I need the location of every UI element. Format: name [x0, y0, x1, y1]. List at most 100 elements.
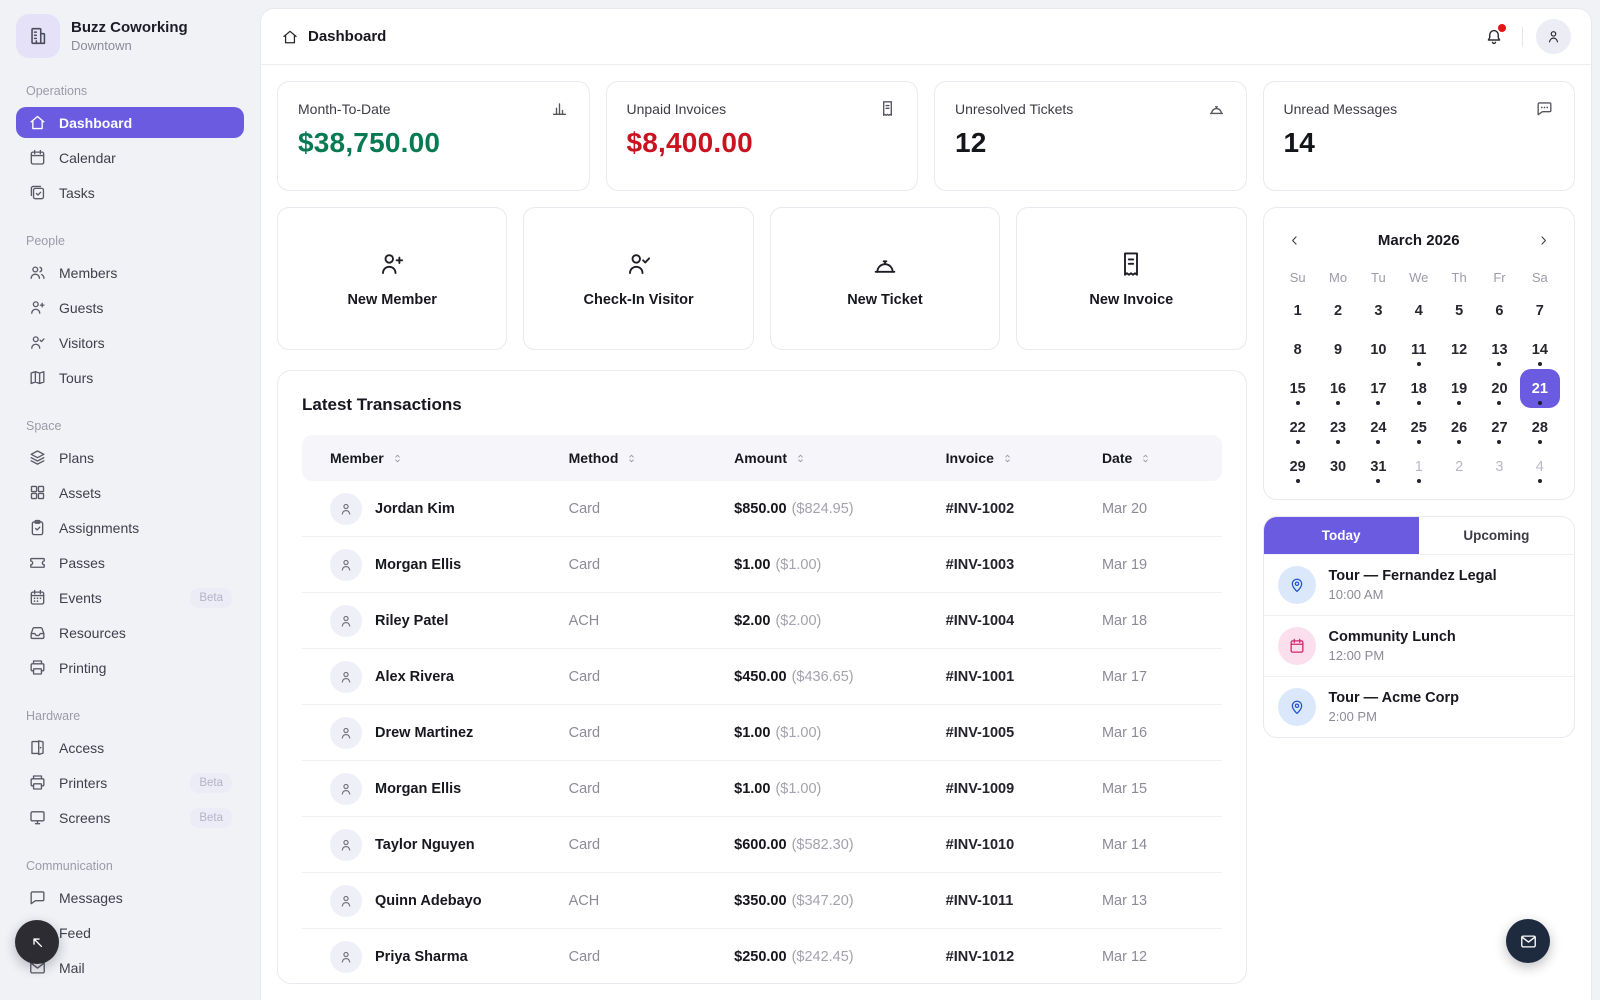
- sidebar-item-tours[interactable]: Tours: [16, 362, 244, 393]
- new-member-button[interactable]: New Member: [277, 207, 508, 350]
- calendar-day[interactable]: 10: [1370, 341, 1387, 358]
- calendar-day[interactable]: 8: [1293, 341, 1302, 358]
- table-row[interactable]: Taylor Nguyen Card $600.00 ($582.30) #INV…: [302, 817, 1222, 873]
- calendar-day[interactable]: 26: [1439, 408, 1479, 447]
- calendar-day[interactable]: 28: [1520, 408, 1560, 447]
- sidebar-item-guests[interactable]: Guests: [16, 292, 244, 323]
- calendar-day[interactable]: 19: [1439, 369, 1479, 408]
- table-row[interactable]: Riley Patel ACH $2.00 ($2.00) #INV-1004 M…: [302, 593, 1222, 649]
- calendar-prev-button[interactable]: [1282, 227, 1308, 253]
- column-header-member[interactable]: Member: [302, 450, 569, 466]
- calendar-day[interactable]: 9: [1333, 341, 1343, 358]
- agenda-event[interactable]: Tour — Fernandez Legal 10:00 AM: [1263, 554, 1574, 615]
- calendar-day[interactable]: 6: [1495, 302, 1504, 319]
- table-row[interactable]: Quinn Adebayo ACH $350.00 ($347.20) #INV-…: [302, 873, 1222, 929]
- avatar: [330, 548, 362, 581]
- sidebar-item-calendar[interactable]: Calendar: [16, 142, 244, 173]
- sidebar-item-access[interactable]: Access: [16, 732, 244, 763]
- calendar-day[interactable]: 20: [1479, 369, 1519, 408]
- calendar-day[interactable]: 17: [1358, 369, 1398, 408]
- section-label-hardware: Hardware: [26, 709, 81, 723]
- sidebar-item-passes[interactable]: Passes: [16, 547, 244, 578]
- column-header-amount[interactable]: Amount: [734, 450, 945, 466]
- beta-badge: Beta: [190, 587, 232, 608]
- table-row[interactable]: Drew Martinez Card $1.00 ($1.00) #INV-100…: [302, 705, 1222, 761]
- calendar-day[interactable]: 16: [1318, 369, 1358, 408]
- home-icon: [28, 113, 47, 132]
- table-row[interactable]: Morgan Ellis Card $1.00 ($1.00) #INV-1009…: [302, 761, 1222, 817]
- stat-card-unread-messages[interactable]: Unread Messages 14: [1262, 81, 1575, 191]
- calendar-day-next-month[interactable]: 2: [1455, 458, 1464, 475]
- column-header-invoice[interactable]: Invoice: [946, 450, 1102, 466]
- sidebar-item-tasks[interactable]: Tasks: [16, 177, 244, 208]
- calendar-day-selected[interactable]: 21: [1519, 369, 1560, 408]
- building-icon: [16, 14, 60, 58]
- calendar-day[interactable]: 11: [1399, 330, 1439, 369]
- table-row[interactable]: Jordan Kim Card $850.00 ($824.95) #INV-10…: [302, 481, 1222, 537]
- tab-upcoming[interactable]: Upcoming: [1418, 517, 1574, 554]
- sidebar-item-resources[interactable]: Resources: [16, 617, 244, 648]
- calendar-day[interactable]: 13: [1479, 330, 1519, 369]
- calendar-day[interactable]: 25: [1399, 408, 1439, 447]
- sidebar-item-printing[interactable]: Printing: [16, 652, 244, 683]
- stat-card-unpaid-invoices[interactable]: Unpaid Invoices $8,400.00: [605, 81, 918, 191]
- calendar-day[interactable]: 30: [1329, 458, 1347, 475]
- column-header-date[interactable]: Date: [1102, 450, 1222, 466]
- sidebar-item-events[interactable]: Events Beta: [16, 582, 244, 613]
- sort-icon: [1139, 452, 1152, 465]
- sidebar-item-assignments[interactable]: Assignments: [16, 512, 244, 543]
- agenda-event[interactable]: Tour — Acme Corp 2:00 PM: [1263, 676, 1574, 737]
- scroll-nav-button[interactable]: [15, 920, 59, 964]
- calendar-day[interactable]: 1: [1293, 302, 1302, 319]
- sidebar-item-plans[interactable]: Plans: [16, 442, 244, 473]
- stat-card-month-to-date[interactable]: Month-To-Date $38,750.00: [277, 81, 590, 191]
- new-invoice-button[interactable]: New Invoice: [1016, 207, 1247, 350]
- calendar-day[interactable]: 27: [1479, 408, 1519, 447]
- calendar-day-next-month[interactable]: 3: [1495, 458, 1504, 475]
- sidebar-item-mail[interactable]: Mail: [16, 952, 244, 983]
- sidebar-item-dashboard[interactable]: Dashboard: [16, 107, 244, 138]
- grid-icon: [28, 483, 47, 502]
- calendar-day[interactable]: 4: [1414, 302, 1423, 319]
- calendar-day[interactable]: 2: [1333, 302, 1343, 319]
- column-header-method[interactable]: Method: [569, 450, 735, 466]
- calendar-day[interactable]: 23: [1318, 408, 1358, 447]
- calendar-day[interactable]: 18: [1399, 369, 1439, 408]
- calendar-day[interactable]: 3: [1374, 302, 1383, 319]
- service-bell-icon: [1207, 99, 1226, 118]
- sidebar-item-members[interactable]: Members: [16, 257, 244, 288]
- tab-today[interactable]: Today: [1263, 517, 1419, 554]
- sidebar-item-assets[interactable]: Assets: [16, 477, 244, 508]
- calendar-day[interactable]: 7: [1535, 302, 1544, 319]
- sidebar-item-messages[interactable]: Messages: [16, 882, 244, 913]
- user-menu-button[interactable]: [1536, 19, 1571, 54]
- workspace-switcher[interactable]: Buzz Coworking Downtown: [16, 14, 244, 58]
- table-row[interactable]: Morgan Ellis Card $1.00 ($1.00) #INV-1003…: [302, 537, 1222, 593]
- calendar-day-next-month[interactable]: 4: [1520, 447, 1560, 486]
- sidebar-item-feed[interactable]: Feed: [16, 917, 244, 948]
- calendar-next-button[interactable]: [1530, 227, 1556, 253]
- calendar-day[interactable]: 15: [1278, 369, 1318, 408]
- notifications-button[interactable]: [1479, 22, 1509, 52]
- calendar-day[interactable]: 24: [1358, 408, 1398, 447]
- agenda-event[interactable]: Community Lunch 12:00 PM: [1263, 615, 1574, 676]
- calendar-day[interactable]: 12: [1451, 341, 1468, 358]
- table-row[interactable]: Alex Rivera Card $450.00 ($436.65) #INV-1…: [302, 649, 1222, 705]
- sidebar-item-printers[interactable]: Printers Beta: [16, 767, 244, 798]
- check-in-visitor-button[interactable]: Check-In Visitor: [523, 207, 754, 350]
- calendar-day[interactable]: 29: [1278, 447, 1318, 486]
- calendar-day[interactable]: 5: [1455, 302, 1464, 319]
- new-ticket-button[interactable]: New Ticket: [769, 207, 1001, 350]
- table-row[interactable]: Priya Sharma Card $250.00 ($242.45) #INV-…: [302, 929, 1222, 983]
- section-label-people: People: [26, 234, 65, 248]
- calendar-day[interactable]: 22: [1278, 408, 1318, 447]
- support-mail-button[interactable]: [1506, 919, 1550, 963]
- sidebar-item-visitors[interactable]: Visitors: [16, 327, 244, 358]
- calendar-day[interactable]: 31: [1358, 447, 1398, 486]
- chevron-left-icon: [1287, 233, 1302, 248]
- stat-card-unresolved-tickets[interactable]: Unresolved Tickets 12: [934, 81, 1247, 191]
- calendar-day[interactable]: 14: [1520, 330, 1560, 369]
- header-divider: [1522, 26, 1523, 47]
- sidebar-item-screens[interactable]: Screens Beta: [16, 802, 244, 833]
- calendar-day-next-month[interactable]: 1: [1399, 447, 1439, 486]
